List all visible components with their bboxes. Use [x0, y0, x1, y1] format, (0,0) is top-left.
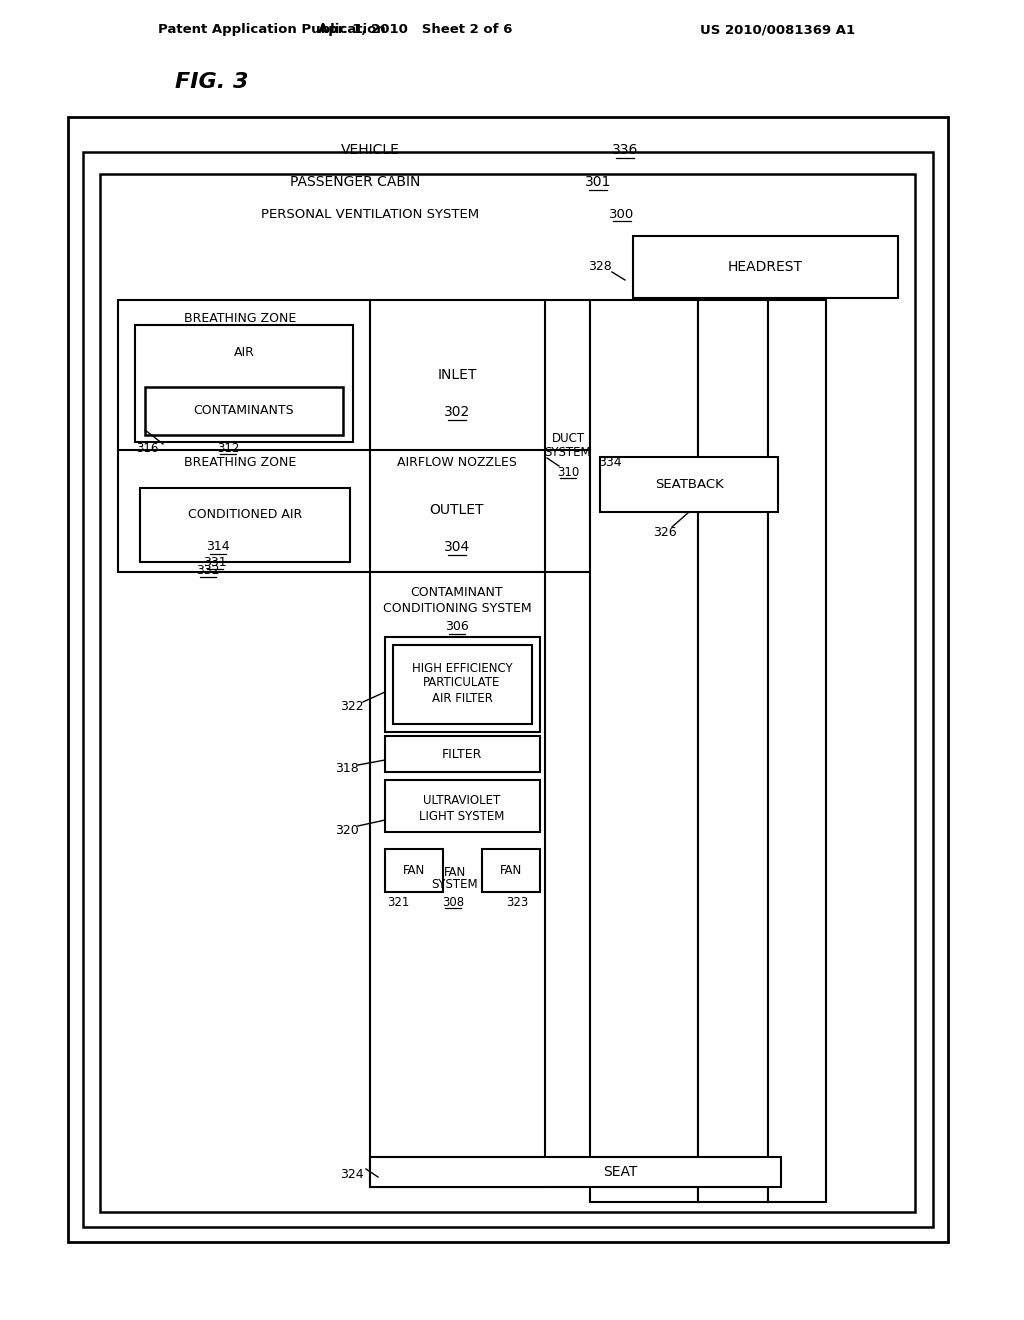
Text: 322: 322 [340, 701, 364, 714]
Text: VEHICLE: VEHICLE [341, 143, 399, 157]
Text: 302: 302 [443, 405, 470, 418]
Text: PASSENGER CABIN: PASSENGER CABIN [290, 176, 420, 189]
Bar [100, 174, 915, 1212]
Text: 304: 304 [443, 540, 470, 554]
Bar [768, 300, 826, 1203]
Text: INLET: INLET [437, 368, 477, 381]
Text: 308: 308 [442, 895, 464, 908]
Bar [118, 300, 590, 572]
Text: ULTRAVIOLET: ULTRAVIOLET [423, 795, 501, 808]
Text: 300: 300 [609, 207, 635, 220]
Text: FILTER: FILTER [441, 747, 482, 760]
Text: SEATBACK: SEATBACK [654, 479, 723, 491]
Text: HEADREST: HEADREST [727, 260, 803, 275]
Text: SEAT: SEAT [603, 1166, 637, 1179]
Text: AIR FILTER: AIR FILTER [431, 692, 493, 705]
Text: PARTICULATE: PARTICULATE [423, 676, 501, 689]
Bar [698, 300, 768, 1203]
Bar [68, 117, 948, 1242]
Bar [385, 737, 540, 772]
Text: Apr. 1, 2010   Sheet 2 of 6: Apr. 1, 2010 Sheet 2 of 6 [317, 24, 512, 37]
Text: CONTAMINANT: CONTAMINANT [411, 586, 504, 598]
Text: 336: 336 [611, 143, 638, 157]
Text: 323: 323 [506, 895, 528, 908]
Text: 328: 328 [588, 260, 612, 273]
Bar [385, 780, 540, 832]
Text: PERSONAL VENTILATION SYSTEM: PERSONAL VENTILATION SYSTEM [261, 207, 479, 220]
Text: 312: 312 [217, 441, 240, 454]
Text: FAN: FAN [402, 865, 425, 878]
Bar [140, 488, 350, 562]
Bar [83, 152, 933, 1228]
Text: 314: 314 [206, 540, 229, 553]
Text: LIGHT SYSTEM: LIGHT SYSTEM [419, 809, 505, 822]
Text: 310: 310 [557, 466, 580, 479]
Text: AIR: AIR [233, 346, 254, 359]
Text: HIGH EFFICIENCY: HIGH EFFICIENCY [412, 663, 512, 676]
Bar [145, 387, 343, 436]
Text: CONDITIONED AIR: CONDITIONED AIR [187, 507, 302, 520]
Bar [482, 849, 540, 892]
Text: 301: 301 [585, 176, 611, 189]
Bar [370, 1158, 781, 1187]
Text: OUTLET: OUTLET [430, 503, 484, 517]
Text: 334: 334 [598, 455, 622, 469]
Text: FAN: FAN [500, 865, 522, 878]
Text: SYSTEM: SYSTEM [545, 446, 591, 459]
Text: 332: 332 [197, 564, 220, 577]
Text: 331: 331 [203, 556, 226, 569]
Bar [393, 645, 532, 723]
Text: 318: 318 [335, 763, 358, 776]
Text: 316: 316 [136, 441, 158, 454]
Bar [135, 325, 353, 442]
Bar [633, 236, 898, 298]
Text: Patent Application Publication: Patent Application Publication [158, 24, 386, 37]
Text: DUCT: DUCT [552, 432, 585, 445]
Bar [600, 457, 778, 512]
Text: CONTAMINANTS: CONTAMINANTS [194, 404, 294, 417]
Bar [385, 638, 540, 733]
Text: 320: 320 [335, 824, 358, 837]
Text: US 2010/0081369 A1: US 2010/0081369 A1 [700, 24, 855, 37]
Text: FIG. 3: FIG. 3 [175, 73, 249, 92]
Text: 321: 321 [387, 895, 410, 908]
Text: 324: 324 [340, 1168, 364, 1181]
Text: CONDITIONING SYSTEM: CONDITIONING SYSTEM [383, 602, 531, 615]
Bar [370, 572, 545, 1187]
Text: 326: 326 [653, 525, 677, 539]
Text: FAN: FAN [443, 866, 466, 879]
Text: BREATHING ZONE: BREATHING ZONE [184, 312, 296, 325]
Bar [385, 849, 443, 892]
Text: BREATHING ZONE: BREATHING ZONE [184, 457, 296, 470]
Text: SYSTEM: SYSTEM [432, 879, 478, 891]
Text: AIRFLOW NOZZLES: AIRFLOW NOZZLES [397, 457, 517, 470]
Bar [590, 300, 698, 1203]
Text: 306: 306 [445, 620, 469, 634]
